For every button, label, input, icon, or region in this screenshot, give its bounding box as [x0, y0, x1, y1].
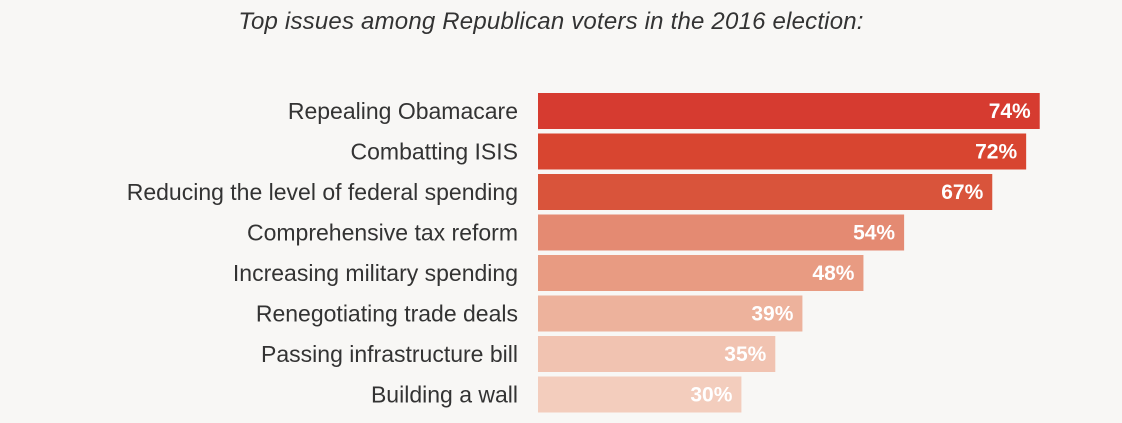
- value-label: 35%: [724, 343, 766, 366]
- category-label: Comprehensive tax reform: [247, 220, 518, 246]
- value-label: 74%: [989, 100, 1031, 123]
- category-label: Reducing the level of federal spending: [127, 179, 518, 205]
- value-label: 30%: [690, 384, 732, 407]
- category-label: Repealing Obamacare: [288, 98, 518, 124]
- category-label: Building a wall: [371, 382, 518, 408]
- bar-8: [538, 376, 742, 413]
- value-label: 48%: [812, 262, 854, 285]
- bar-2: [538, 133, 1027, 170]
- category-label: Increasing military spending: [233, 260, 518, 286]
- bars-layer: Repealing Obamacare 74% Combatting ISIS 72%…: [127, 93, 1040, 413]
- value-label: 54%: [853, 222, 895, 245]
- bar-7: [538, 336, 776, 372]
- value-label: 39%: [751, 303, 793, 326]
- category-label: Combatting ISIS: [351, 139, 518, 165]
- bar-4: [538, 214, 905, 251]
- bar-6: [538, 295, 803, 332]
- chart-title: Top issues among Republican voters in th…: [238, 8, 864, 35]
- value-label: 67%: [941, 181, 983, 204]
- bar-5: [538, 255, 864, 291]
- value-label: 72%: [975, 141, 1017, 164]
- bar-1: [538, 93, 1040, 129]
- category-label: Renegotiating trade deals: [256, 301, 518, 327]
- bar-3: [538, 174, 993, 210]
- category-label: Passing infrastructure bill: [261, 341, 518, 367]
